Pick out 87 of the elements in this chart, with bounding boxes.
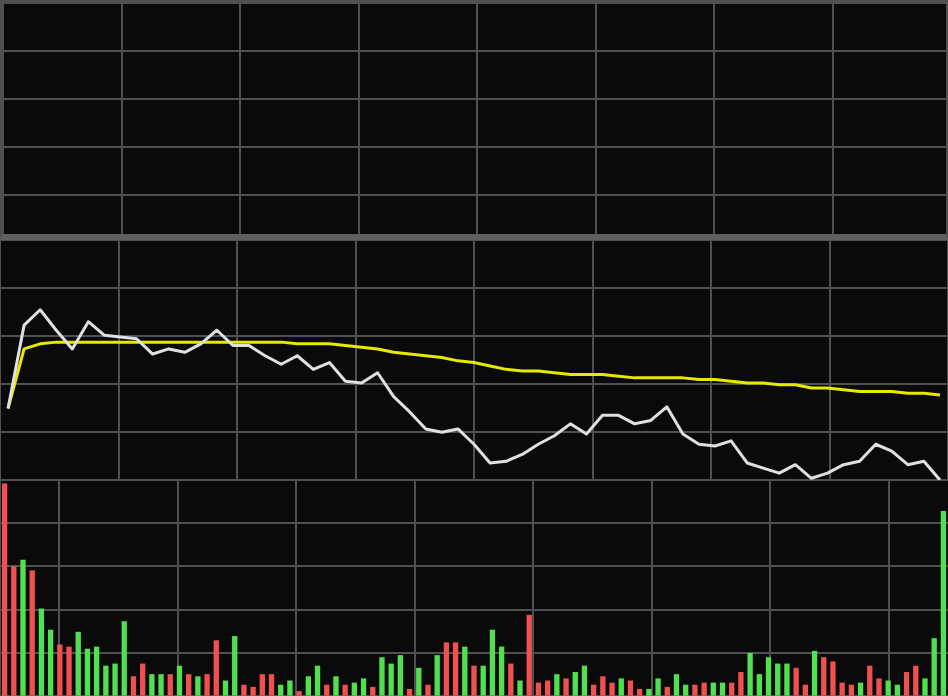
bar — [406, 688, 413, 696]
bar — [775, 663, 781, 696]
bar — [894, 684, 901, 696]
bar — [11, 566, 17, 696]
bar — [47, 629, 54, 696]
bar — [913, 665, 919, 696]
bar — [738, 672, 744, 696]
bar — [29, 570, 35, 696]
bar — [434, 655, 440, 696]
bar — [222, 680, 229, 696]
bar — [637, 688, 643, 696]
bar — [471, 665, 477, 696]
bar — [747, 652, 753, 696]
bar — [333, 676, 339, 696]
bar — [75, 631, 81, 696]
bar — [416, 667, 422, 696]
bar — [489, 629, 496, 696]
bar — [765, 657, 772, 696]
bar — [140, 663, 146, 696]
bar — [563, 678, 569, 696]
bar — [498, 646, 505, 696]
bar — [554, 674, 560, 696]
bar — [618, 678, 624, 696]
bar — [756, 674, 762, 696]
bar — [544, 680, 551, 696]
bar — [204, 674, 210, 696]
bar — [581, 665, 588, 696]
bar — [38, 608, 45, 696]
bar — [388, 663, 394, 696]
bar — [535, 682, 542, 696]
bar — [710, 682, 716, 696]
bar — [517, 680, 523, 696]
bar — [867, 665, 873, 696]
bar — [931, 638, 937, 696]
bar — [195, 676, 201, 696]
bar — [93, 646, 100, 696]
bar — [379, 657, 385, 696]
bar — [784, 663, 790, 696]
bar — [278, 684, 284, 696]
bar — [20, 559, 26, 696]
bar — [259, 674, 265, 696]
bar — [213, 640, 219, 696]
bar — [314, 665, 321, 696]
bar — [397, 655, 404, 696]
bar — [811, 650, 818, 696]
bar — [84, 648, 91, 696]
bar — [793, 667, 799, 696]
bar — [186, 674, 192, 696]
bar — [443, 642, 450, 696]
bar — [590, 684, 597, 696]
bar — [66, 646, 72, 696]
bar — [425, 684, 431, 696]
bar — [876, 678, 882, 696]
bar — [360, 678, 367, 696]
bar — [57, 644, 63, 696]
bar — [683, 684, 689, 696]
bar — [802, 684, 808, 696]
bar — [342, 684, 348, 696]
bar — [268, 674, 275, 696]
bar — [305, 676, 311, 696]
bar — [903, 672, 910, 696]
bar — [167, 674, 173, 696]
bar — [480, 665, 486, 696]
bar — [130, 676, 137, 696]
bar — [452, 642, 459, 696]
bar — [664, 686, 670, 696]
bar — [370, 686, 376, 696]
bar — [857, 682, 864, 696]
bar — [848, 684, 855, 696]
bar — [922, 678, 928, 696]
bar — [729, 682, 735, 696]
bar — [821, 657, 827, 696]
bar — [526, 614, 532, 696]
bar — [462, 646, 468, 696]
bar — [940, 511, 947, 696]
bar — [572, 672, 578, 696]
bar — [324, 684, 330, 696]
bar — [508, 663, 514, 696]
bar — [232, 636, 238, 696]
bar — [719, 682, 726, 696]
bar — [176, 665, 183, 696]
bar — [351, 682, 358, 696]
bar — [673, 674, 680, 696]
bar — [287, 680, 293, 696]
bar — [627, 680, 634, 696]
bar — [121, 621, 127, 696]
bar — [885, 680, 891, 696]
